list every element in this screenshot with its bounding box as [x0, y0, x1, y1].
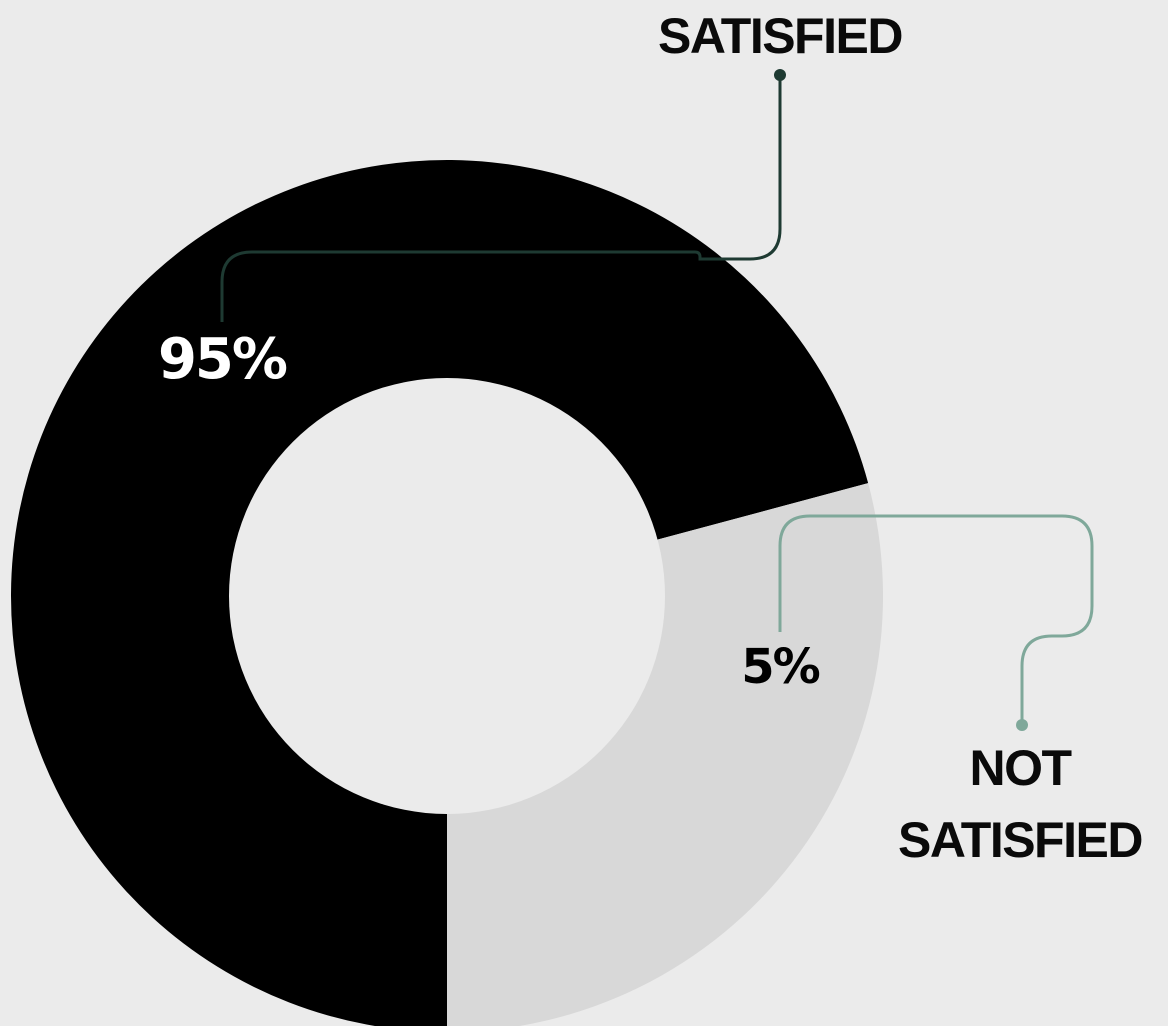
satisfied-leader-dot: [774, 69, 786, 81]
category-label-satisfied: SATISFIED: [658, 8, 902, 64]
not-satisfied-leader-dot: [1016, 719, 1028, 731]
category-label-not-satisfied-line1: NOT: [969, 740, 1071, 796]
slice-value-label-satisfied: 95%: [158, 327, 287, 392]
not-satisfied-leader-line: [778, 514, 1094, 724]
satisfied-leader-line: [220, 76, 782, 322]
category-label-not-satisfied-line2: SATISFIED: [898, 812, 1142, 868]
slice-value-label-not-satisfied: 5%: [741, 639, 819, 695]
donut-hole: [229, 378, 665, 814]
